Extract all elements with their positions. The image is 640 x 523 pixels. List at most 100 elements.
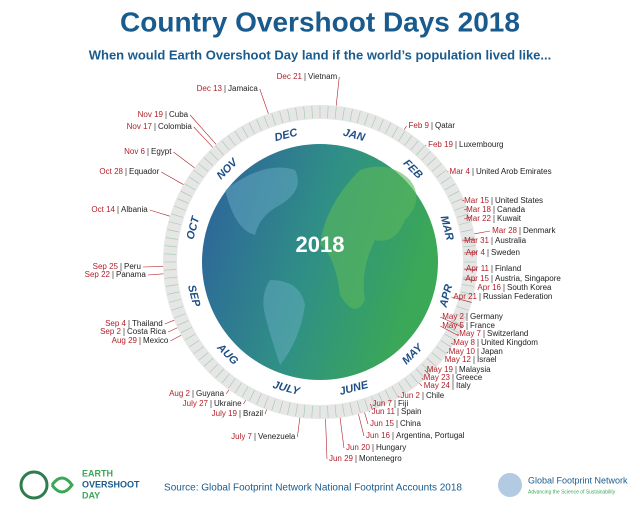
ring-tick [462, 237, 475, 240]
leader-line [463, 208, 468, 211]
country-date: Feb 9 [409, 121, 430, 130]
ring-tick [165, 284, 178, 287]
continent [225, 167, 298, 235]
ring-tick [444, 333, 456, 341]
leader-line [419, 383, 422, 387]
country-date: Aug 2 [169, 389, 190, 398]
ring-tick [311, 106, 313, 119]
ring-tick [334, 106, 337, 119]
country-date: May 2 [442, 312, 464, 321]
month-label: DEC [273, 126, 300, 144]
month-label: MAR [438, 214, 456, 241]
leader-line [142, 266, 164, 268]
country-date: Sep 22 [85, 270, 111, 279]
country-date: July 27 [183, 399, 209, 408]
country-name: Peru [124, 262, 141, 271]
ring-tick [189, 176, 200, 184]
country-date: May 23 [424, 373, 451, 382]
country-date: Nov 17 [127, 122, 153, 131]
country-date: Mar 28 [492, 226, 517, 235]
country-date: Jun 29 [329, 454, 354, 463]
leader-line [440, 325, 459, 337]
leader-line [461, 199, 465, 202]
year: 2018 [296, 232, 345, 257]
ring-tick [378, 393, 384, 405]
leader-line [440, 316, 463, 328]
leader-line [243, 400, 246, 405]
ring-tick [174, 205, 186, 211]
continent [263, 280, 305, 365]
ring-tick [431, 163, 442, 172]
country-date: Oct 14 [91, 205, 115, 214]
ring-tick [356, 111, 361, 123]
country-name: Egypt [151, 147, 172, 156]
logo-loop [50, 476, 74, 494]
source: Source: Global Footprint Network Nationa… [164, 483, 462, 494]
ring-tick [364, 398, 369, 411]
country-name: Switzerland [487, 329, 528, 338]
country-name: United States [495, 196, 543, 205]
ring-tick [167, 291, 180, 295]
ring-tick [177, 198, 189, 204]
country-date: May 8 [453, 338, 475, 347]
country-date: Mar 4 [450, 167, 471, 176]
country-name: Vietnam [308, 72, 338, 81]
ring-tick [426, 157, 437, 166]
ring-tick [256, 393, 262, 405]
ring-tick [460, 291, 473, 295]
country-name: South Korea [507, 283, 552, 292]
country-name: Montenegro [359, 454, 402, 463]
country-date: Aug 29 [112, 336, 138, 345]
country-name: Brazil [243, 409, 263, 418]
country-name: Costa Rica [127, 327, 167, 336]
ring-tick [263, 396, 269, 408]
ring-tick [167, 229, 180, 233]
ring-tick [203, 157, 214, 166]
ring-tick [180, 190, 192, 197]
leader-line [464, 216, 471, 220]
ring-tick [263, 116, 269, 128]
ring-tick [164, 276, 177, 279]
country-name: Spain [401, 407, 421, 416]
country-name: Canada [497, 205, 526, 214]
country-date: July 7 [231, 432, 252, 441]
country-name: France [470, 321, 495, 330]
ring-tick [287, 402, 291, 415]
country-date: Jun 7 [372, 399, 392, 408]
ring-tick [410, 140, 419, 151]
ring-tick [334, 405, 337, 418]
ring-tick [164, 269, 177, 271]
country-date: May 12 [445, 355, 472, 364]
country-name: Greece [456, 373, 483, 382]
country-date: Oct 28 [99, 167, 123, 176]
country-date: Mar 31 [464, 236, 489, 245]
ring-tick [416, 145, 425, 156]
leader-line [451, 296, 472, 303]
country-date: Jun 11 [372, 407, 396, 416]
leader-line [161, 171, 184, 185]
ring-tick [203, 358, 214, 367]
ring-tick [234, 382, 242, 393]
country-name: Japan [481, 347, 503, 356]
ring-tick [378, 119, 384, 131]
country-date: Feb 19 [428, 140, 453, 149]
leader-line [424, 369, 430, 375]
ring-tick [356, 401, 361, 413]
leader-line [164, 319, 175, 325]
ring-tick [164, 245, 177, 248]
country-name: Kuwait [497, 214, 522, 223]
leader-line [398, 395, 400, 398]
ring-tick [248, 122, 255, 134]
ring-tick [454, 205, 466, 211]
ring-tick [189, 340, 200, 348]
country-date: Jun 2 [400, 391, 420, 400]
ring-tick [364, 113, 369, 126]
month-label: JUNE [338, 379, 370, 398]
subtitle: When would Earth Overshoot Day land if t… [89, 47, 552, 62]
continent [320, 166, 417, 309]
leader-line [425, 144, 427, 146]
leader-line [463, 278, 476, 281]
ring-tick [164, 253, 177, 255]
country-name: China [400, 419, 421, 428]
